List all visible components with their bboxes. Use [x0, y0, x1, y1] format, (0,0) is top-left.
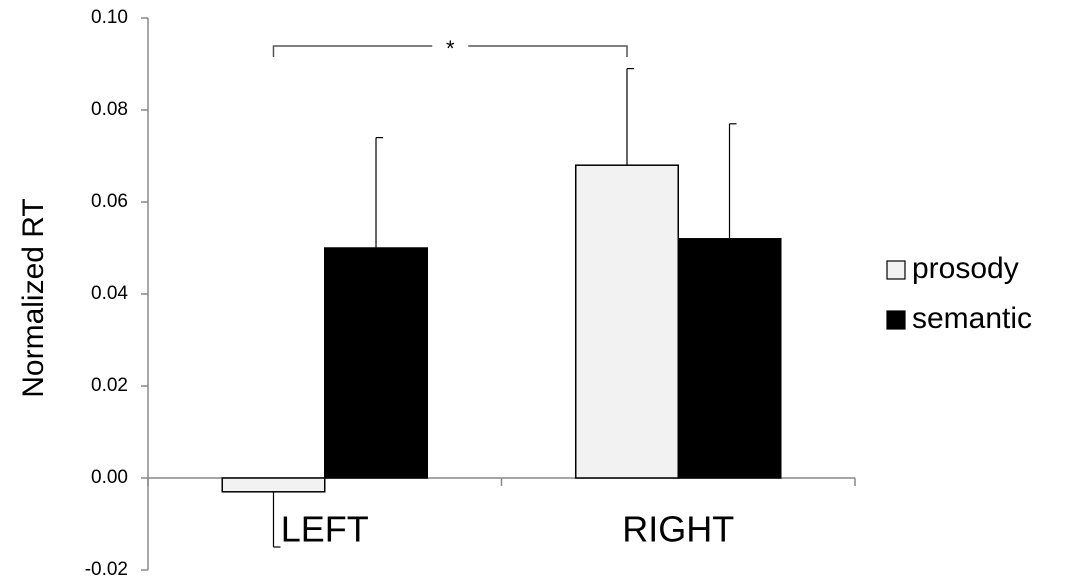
- error-bar: [728, 123, 737, 239]
- x-tick-label: LEFT: [281, 509, 369, 550]
- y-tick-label: 0.06: [91, 191, 128, 212]
- y-tick-label: 0.00: [91, 467, 128, 488]
- error-bar: [626, 67, 634, 166]
- legend-label: prosody: [912, 252, 1019, 285]
- y-tick-label: 0.10: [91, 7, 128, 28]
- bar: [677, 238, 782, 479]
- legend-label: semantic: [912, 302, 1032, 335]
- y-tick-label: 0.04: [91, 283, 128, 304]
- error-bar: [272, 491, 281, 548]
- y-tick-label: -0.02: [85, 559, 128, 580]
- bar: [221, 477, 326, 493]
- y-tick-label: 0.08: [91, 99, 128, 120]
- y-axis-label: Normalized RT: [17, 198, 50, 398]
- error-bar: [375, 137, 384, 248]
- bar: [574, 164, 679, 479]
- significance-bracket: [272, 45, 628, 57]
- y-tick-label: 0.02: [91, 375, 128, 396]
- legend-swatch: [886, 310, 906, 330]
- significance-marker: *: [446, 36, 455, 61]
- x-tick-label: RIGHT: [622, 509, 734, 550]
- bar: [324, 247, 429, 479]
- legend-swatch: [886, 260, 906, 280]
